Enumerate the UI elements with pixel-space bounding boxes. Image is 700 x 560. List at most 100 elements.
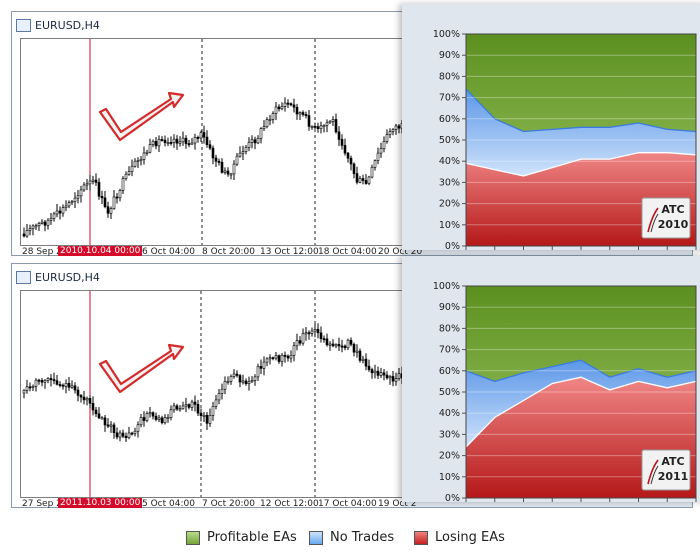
candlestick: [217, 158, 221, 166]
time-label: 17 Oct 04:00: [318, 499, 377, 509]
candlestick: [388, 128, 392, 139]
candlestick: [247, 376, 251, 391]
candlestick: [94, 406, 98, 418]
candlestick: [256, 363, 260, 381]
candlestick: [118, 430, 122, 442]
candlestick: [133, 427, 137, 437]
candlestick: [73, 382, 77, 394]
chart-legend: Profitable EAs No Trades Losing EAs: [0, 528, 700, 550]
candlestick: [205, 130, 209, 148]
y-tick-label: 80%: [439, 71, 460, 82]
area-losing: [466, 377, 696, 498]
candlestick: [286, 354, 290, 362]
candlestick: [361, 174, 365, 185]
time-axis: 27 Sep 2 2011.10.03 00:00 5 Oct 04:00 7 …: [20, 496, 416, 512]
candlestick: [109, 206, 113, 219]
candlestick: [166, 137, 170, 147]
candlestick: [163, 414, 167, 425]
y-tick-label: 0%: [445, 493, 460, 502]
candlestick: [49, 374, 53, 387]
candlestick: [265, 357, 269, 367]
candlestick: [277, 354, 281, 364]
candlestick: [43, 219, 47, 232]
candlestick: [337, 126, 341, 147]
legend-item-profitable: Profitable EAs: [186, 530, 297, 545]
time-label: 6 Oct 04:00: [142, 247, 195, 257]
candlestick: [337, 337, 341, 351]
candlestick: [274, 352, 278, 361]
time-label: 28 Sep 2: [22, 247, 62, 257]
candlestick: [325, 119, 329, 133]
candlestick: [232, 160, 236, 180]
atc-badge: [641, 197, 691, 239]
y-tick-label: 30%: [439, 177, 460, 188]
candlestick: [190, 137, 194, 145]
candlestick: [70, 380, 74, 389]
candlestick: [373, 159, 377, 171]
candlestick: [295, 333, 299, 351]
candlestick: [94, 173, 98, 186]
candlestick: [379, 142, 383, 158]
candlestick: [64, 379, 68, 394]
y-tick-label: 20%: [439, 451, 460, 462]
candlestick: [184, 397, 188, 413]
candlestick: [304, 326, 308, 341]
candlestick: [217, 388, 221, 405]
candlestick: [148, 138, 152, 154]
y-tick-label: 80%: [439, 323, 460, 334]
candlestick: [49, 213, 53, 225]
time-label: 18 Oct 04:00: [318, 247, 377, 257]
candlestick: [370, 164, 374, 179]
candlestick: [187, 139, 191, 148]
y-tick-label: 30%: [439, 429, 460, 440]
candlestick: [301, 328, 305, 346]
time-label: 7 Oct 20:00: [202, 499, 255, 509]
candlestick: [76, 189, 80, 204]
candlestick: [214, 154, 218, 167]
candlestick: [178, 136, 182, 147]
y-tick-label: 90%: [439, 50, 460, 61]
panel-2011: EURUSD,H4 27 Sep 2 2011.10.03 00:00 5 Oc…: [11, 256, 700, 509]
candlestick: [352, 342, 356, 357]
candlestick: [208, 408, 212, 427]
candlestick: [313, 122, 317, 130]
candlestick: [82, 182, 86, 192]
time-label: 5 Oct 04:00: [142, 499, 195, 509]
candlestick: [85, 396, 89, 406]
atc-logo-icon: [647, 459, 659, 485]
candlestick: [352, 162, 356, 179]
candlestick: [58, 206, 62, 220]
candlestick: [85, 179, 89, 191]
candlestick: [310, 125, 314, 130]
candlestick: [241, 145, 245, 161]
candlestick: [37, 221, 41, 232]
candlestick: [394, 123, 398, 135]
candlestick: [256, 135, 260, 145]
atc-label: ATC: [661, 203, 684, 216]
candlestick: [229, 172, 233, 180]
candlestick: [52, 211, 56, 222]
legend-item-no-trades: No Trades: [309, 530, 394, 545]
candlestick: [76, 386, 80, 402]
candlestick: [37, 378, 41, 385]
candlestick: [136, 421, 140, 438]
candlestick: [223, 167, 227, 175]
candlestick: [322, 124, 326, 133]
candlestick: [142, 411, 146, 427]
panel-2010: EURUSD,H4 28 Sep 2 2010.10.04 00:00 6 Oc…: [11, 4, 700, 257]
candlestick: [130, 431, 134, 436]
candlestick: [391, 371, 395, 387]
atc-year: 2010: [658, 218, 689, 231]
legend-label: No Trades: [330, 530, 395, 545]
candlestick: [151, 411, 155, 420]
candlestick: [157, 414, 161, 422]
candlestick: [190, 399, 194, 411]
candlestick: [196, 399, 200, 417]
time-label-highlight: 2011.10.03 00:00: [58, 498, 143, 508]
candlestick: [130, 159, 134, 177]
candlestick: [238, 146, 242, 158]
candlestick: [97, 407, 101, 420]
candlestick: [229, 374, 233, 385]
candlestick: [40, 219, 44, 225]
candlestick: [244, 145, 248, 155]
